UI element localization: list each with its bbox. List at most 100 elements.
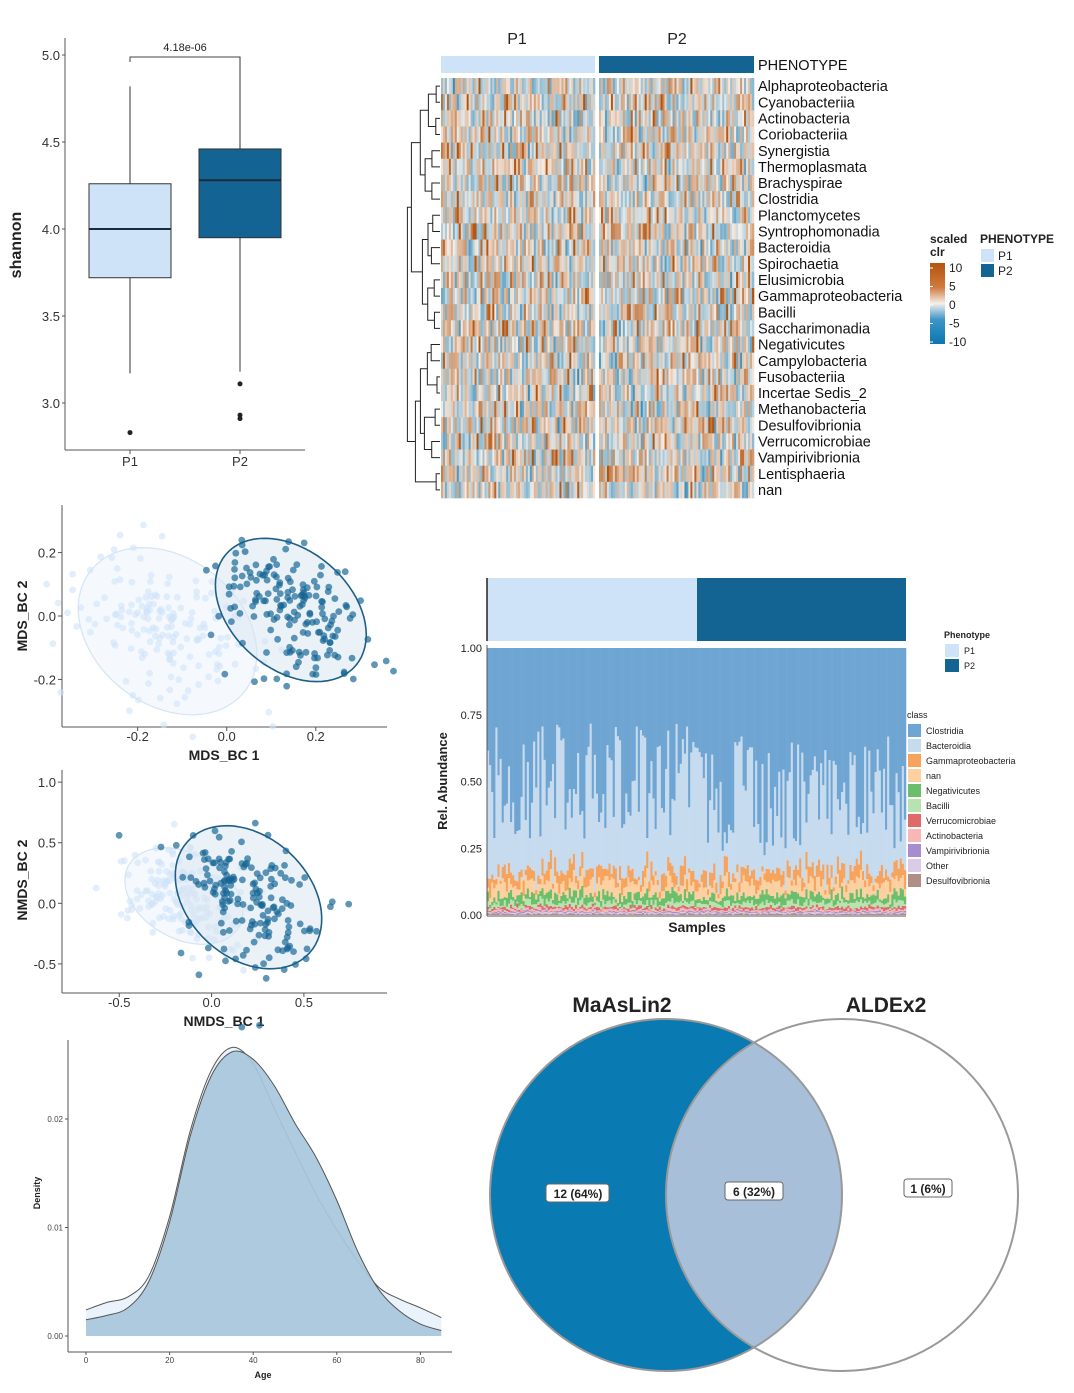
- heatmap-cell: [614, 368, 618, 386]
- heatmap-cell: [750, 368, 753, 386]
- point-p1: [54, 599, 62, 607]
- heatmap-cell: [734, 401, 737, 418]
- heatmap-cell: [646, 78, 649, 95]
- heatmap-cell: [648, 191, 651, 208]
- heatmap-cell: [704, 239, 707, 256]
- heatmap-cell: [698, 384, 701, 402]
- heatmap-cell: [518, 401, 521, 418]
- heatmap-cell: [480, 401, 483, 418]
- heatmap-cell: [496, 126, 499, 143]
- heatmap-cell: [512, 433, 515, 450]
- heatmap-cell: [704, 126, 707, 143]
- heatmap-cell: [668, 78, 671, 95]
- point-p1: [146, 638, 154, 646]
- point-p1: [166, 871, 174, 879]
- point-p1: [108, 554, 116, 561]
- point-p2: [284, 944, 292, 952]
- heatmap-cell: [730, 401, 733, 418]
- heatmap-cell: [710, 449, 713, 466]
- heatmap-cell: [726, 191, 729, 208]
- heatmap-cell: [700, 110, 703, 127]
- heatmap-cell: [541, 239, 544, 256]
- heatmap-cell: [486, 207, 489, 224]
- heatmap-cell: [571, 191, 574, 208]
- y-tick-label: 3.0: [42, 396, 60, 411]
- heatmap-cell: [441, 336, 444, 353]
- heatmap-cell: [680, 142, 683, 160]
- heatmap-cell: [441, 126, 444, 143]
- heatmap-cell: [571, 449, 574, 466]
- heatmap-cell: [652, 142, 655, 160]
- heatmap-cell: [740, 336, 743, 353]
- heatmap-cell: [478, 191, 481, 208]
- heatmap-cell: [688, 94, 691, 111]
- heatmap-cell: [646, 142, 649, 160]
- heatmap-cell: [478, 465, 481, 483]
- heatmap-cell: [672, 255, 675, 273]
- heatmap-cell: [543, 255, 546, 273]
- heatmap-cell: [547, 320, 550, 337]
- point-p2: [228, 848, 236, 855]
- heatmap-cell: [589, 368, 592, 386]
- heatmap-cell: [446, 78, 450, 95]
- heatmap-cell: [521, 352, 525, 370]
- heatmap-cell: [628, 94, 632, 111]
- heatmap-cell: [521, 126, 525, 143]
- heatmap-cell: [523, 94, 527, 111]
- heatmap-cell: [732, 223, 735, 240]
- heatmap-cell: [456, 481, 460, 499]
- heatmap-cell: [441, 320, 444, 337]
- heatmap-cell: [604, 255, 608, 273]
- heatmap-cell: [500, 158, 503, 176]
- heatmap-cell: [646, 481, 649, 499]
- heatmap-cell: [525, 320, 529, 337]
- x-tick-label: 0.0: [203, 995, 221, 1010]
- heatmap-cell: [684, 368, 687, 386]
- heatmap-cell: [543, 94, 546, 111]
- heatmap-cell: [692, 417, 695, 434]
- heatmap-cell: [512, 320, 515, 337]
- heatmap-cell: [510, 174, 513, 192]
- heatmap-cell: [482, 94, 485, 111]
- heatmap-cell: [690, 465, 693, 483]
- heatmap-cell: [553, 191, 556, 208]
- heatmap-cell: [569, 223, 572, 240]
- heatmap-cell: [482, 352, 485, 370]
- heatmap-cell: [620, 288, 624, 305]
- heatmap-cell: [692, 352, 695, 370]
- heatmap-cell: [468, 384, 471, 402]
- heatmap-cell: [458, 191, 462, 208]
- heatmap-cell: [616, 174, 620, 192]
- heatmap-cell: [537, 368, 541, 386]
- heatmap-cell: [579, 352, 582, 370]
- heatmap-cell: [519, 271, 523, 289]
- heatmap-cell: [450, 465, 454, 483]
- y-tick-label: 3.5: [42, 309, 60, 324]
- heatmap-cell: [606, 352, 610, 370]
- heatmap-cell: [531, 126, 535, 143]
- heatmap-cell: [480, 368, 483, 386]
- heatmap-cell: [504, 368, 507, 386]
- annotation-bar-p2: [599, 56, 754, 73]
- heatmap-cell: [448, 336, 452, 353]
- heatmap-cell: [563, 223, 566, 240]
- heatmap-cell: [664, 207, 667, 224]
- heatmap-cell: [498, 304, 501, 321]
- heatmap-cell: [460, 288, 464, 305]
- point-p2: [227, 605, 235, 612]
- heatmap-cell: [567, 207, 570, 224]
- heatmap-cell: [688, 304, 691, 321]
- heatmap-cell: [474, 255, 477, 273]
- heatmap-cell: [736, 271, 739, 289]
- heatmap-cell: [462, 223, 465, 240]
- heatmap-cell: [654, 126, 657, 143]
- heatmap-cell: [716, 433, 719, 450]
- heatmap-cell: [504, 158, 507, 176]
- point-p2: [221, 894, 229, 902]
- heatmap-cell: [618, 288, 622, 305]
- heatmap-cell: [698, 320, 701, 337]
- heatmap-cell: [600, 142, 604, 160]
- heatmap-cell: [660, 465, 663, 483]
- heatmap-cell: [535, 384, 539, 402]
- heatmap-cell: [624, 191, 628, 208]
